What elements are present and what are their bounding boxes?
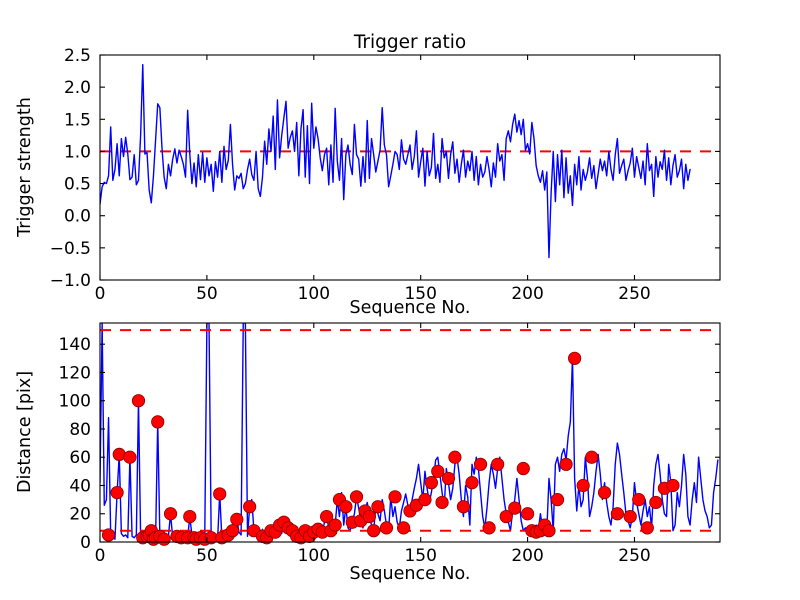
outlier-marker [441,471,456,486]
distance-axes-frame [99,322,721,543]
outlier-marker [320,509,334,524]
outlier-marker [559,457,573,471]
y-tick-label: 2.5 [64,46,91,66]
y-tick-label: 0.5 [64,175,91,195]
y-tick-label: 0 [80,533,91,553]
data-line-trigger-strength [100,63,691,259]
outlier-marker [623,509,637,524]
x-tick-label: 200 [511,284,543,304]
x-tick-label: 50 [196,546,218,566]
outlier-marker [367,524,381,538]
outlier-marker [123,450,137,464]
y-tick-label: 1.0 [64,142,91,162]
distance-yaxis-label: Distance [pix] [15,371,35,493]
outlier-marker [328,518,342,532]
outlier-marker [183,509,197,524]
trigger-yaxis-ticks: −1.0 −0.5 0.0 0.5 1.0 1.5 2.0 2.5 [50,46,720,291]
page-title: Trigger ratio [353,32,466,53]
outlier-marker [520,507,535,521]
outlier-marker [473,457,488,471]
distance-plot-area: 0 50 100 150 200 250 0 20 40 60 80 100 120 140 [59,322,721,566]
y-tick-label: 60 [69,448,91,468]
subplot-trigger-ratio: Trigger ratio 0 50 100 150 200 250 −1.0 −0.5 0.… [15,32,721,318]
y-tick-label: −0.5 [50,239,91,259]
x-tick-label: 150 [404,546,436,566]
outlier-marker [597,485,612,500]
outlier-marker [163,507,178,521]
outlier-marker [157,532,171,546]
outlier-marker [576,478,590,493]
x-tick-label: 0 [95,546,106,566]
subplot-distance: 0 50 100 150 200 250 0 20 40 60 80 100 120 140 Seque… [15,322,721,584]
y-tick-label: −1.0 [50,271,91,291]
distance-outlier-markers [101,351,680,546]
distance-yaxis-ticks: 0 20 40 60 80 100 120 140 [59,335,720,553]
y-tick-label: 20 [69,505,91,525]
outlier-marker [431,464,445,478]
distance-reference-line-group [100,329,720,532]
outlier-marker [131,394,146,408]
trigger-plot-area: 0 50 100 150 200 250 −1.0 −0.5 0.0 0.5 1.0 1.5 2.0 2… [50,46,721,304]
outlier-marker [465,476,479,490]
outlier-marker [632,493,646,507]
outlier-marker [151,415,165,429]
y-tick-label: 0.0 [64,207,91,227]
outlier-marker [230,512,244,526]
outlier-marker [243,500,257,514]
outlier-marker [371,500,385,514]
outlier-marker [456,500,471,514]
outlier-marker [362,509,376,524]
y-tick-label: 40 [69,476,91,496]
outlier-marker [666,478,680,493]
x-tick-label: 0 [95,284,106,304]
y-tick-label: 140 [59,335,91,355]
outlier-marker [388,490,402,504]
outlier-marker [418,493,432,507]
outlier-marker [101,528,116,542]
outlier-marker [396,521,411,535]
trigger-axes-frame [99,54,721,281]
outlier-marker [491,457,505,471]
outlier-marker [568,351,582,365]
outlier-marker [640,521,654,535]
y-tick-label: 120 [59,363,91,383]
distance-xaxis-label: Sequence No. [350,564,471,584]
trigger-xaxis-label: Sequence No. [350,298,471,318]
outlier-marker [424,476,438,490]
outlier-marker [110,485,124,500]
x-tick-label: 250 [618,546,650,566]
outlier-marker [610,507,624,521]
outlier-marker [349,490,364,504]
x-tick-label: 50 [196,284,218,304]
outlier-marker [542,524,556,538]
outlier-marker [649,495,663,510]
outlier-marker [550,493,565,507]
outlier-marker [435,495,449,510]
trigger-xaxis-ticks: 0 50 100 150 200 250 [95,55,651,304]
outlier-marker [499,509,513,524]
trigger-series-group [100,63,691,259]
y-tick-label: 1.5 [64,110,91,130]
outlier-marker [448,450,462,464]
outlier-marker [508,501,522,515]
outlier-marker [339,500,353,514]
outlier-marker [516,461,530,476]
distance-xaxis-ticks: 0 50 100 150 200 250 [95,323,651,566]
y-tick-label: 2.0 [64,78,91,98]
outlier-marker [379,521,394,535]
x-tick-label: 200 [511,546,543,566]
outlier-marker [225,524,240,538]
outlier-marker [585,450,599,464]
y-tick-label: 100 [59,392,91,412]
x-tick-label: 150 [404,284,436,304]
y-tick-label: 80 [69,420,91,440]
x-tick-label: 250 [618,284,650,304]
x-tick-label: 100 [298,284,330,304]
outlier-marker [482,521,496,535]
x-tick-label: 100 [298,546,330,566]
outlier-marker [213,487,227,501]
trigger-yaxis-label: Trigger strength [15,97,35,238]
